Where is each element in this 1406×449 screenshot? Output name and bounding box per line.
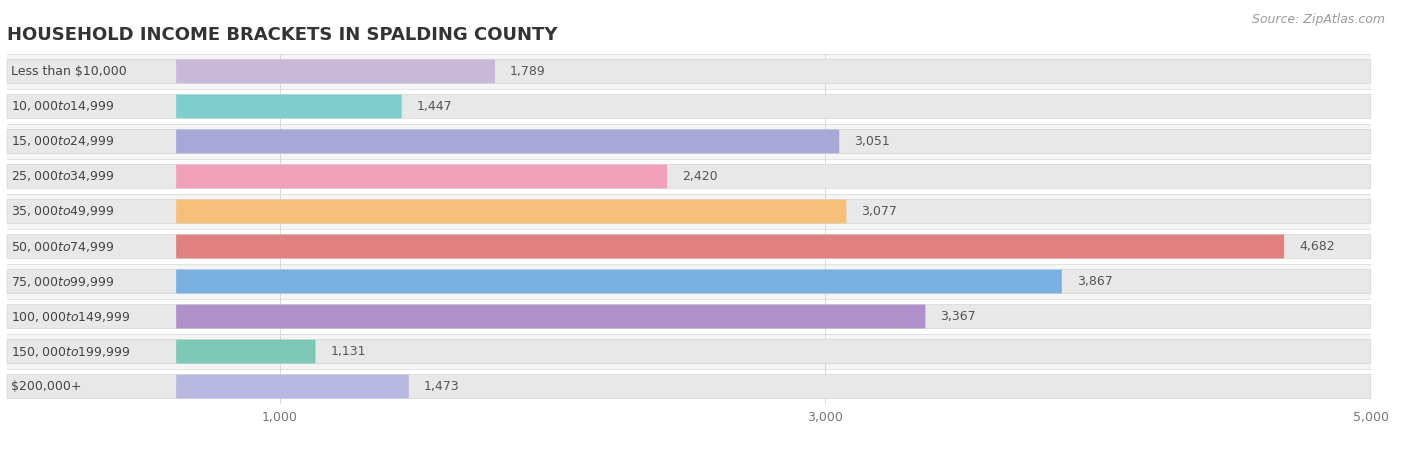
Text: Source: ZipAtlas.com: Source: ZipAtlas.com [1251,13,1385,26]
Text: $200,000+: $200,000+ [11,380,82,393]
FancyBboxPatch shape [176,59,495,84]
Bar [7,89,1371,124]
FancyBboxPatch shape [176,94,402,119]
Text: $25,000 to $34,999: $25,000 to $34,999 [11,169,115,184]
Text: 2,420: 2,420 [682,170,717,183]
FancyBboxPatch shape [7,339,1371,364]
Text: $35,000 to $49,999: $35,000 to $49,999 [11,204,115,219]
Text: $75,000 to $99,999: $75,000 to $99,999 [11,274,115,289]
FancyBboxPatch shape [176,234,1284,259]
Text: HOUSEHOLD INCOME BRACKETS IN SPALDING COUNTY: HOUSEHOLD INCOME BRACKETS IN SPALDING CO… [7,26,558,44]
FancyBboxPatch shape [176,164,666,189]
FancyBboxPatch shape [7,59,1371,84]
FancyBboxPatch shape [176,374,409,399]
Text: 1,447: 1,447 [416,100,453,113]
FancyBboxPatch shape [7,129,1371,154]
Text: 1,131: 1,131 [330,345,366,358]
FancyBboxPatch shape [176,304,925,329]
Bar [7,264,1371,299]
Text: Less than $10,000: Less than $10,000 [11,65,127,78]
Text: 1,473: 1,473 [423,380,460,393]
FancyBboxPatch shape [176,129,839,154]
Bar [7,299,1371,334]
Text: $50,000 to $74,999: $50,000 to $74,999 [11,239,115,254]
Text: 4,682: 4,682 [1299,240,1334,253]
Bar [7,124,1371,159]
FancyBboxPatch shape [7,374,1371,399]
Text: 1,789: 1,789 [510,65,546,78]
FancyBboxPatch shape [176,199,846,224]
FancyBboxPatch shape [176,269,1062,294]
Bar [7,334,1371,369]
Text: $100,000 to $149,999: $100,000 to $149,999 [11,309,131,324]
FancyBboxPatch shape [7,164,1371,189]
FancyBboxPatch shape [7,94,1371,119]
FancyBboxPatch shape [7,199,1371,224]
Bar [7,194,1371,229]
Text: 3,077: 3,077 [862,205,897,218]
Bar [7,369,1371,404]
Text: 3,867: 3,867 [1077,275,1112,288]
FancyBboxPatch shape [7,304,1371,329]
FancyBboxPatch shape [176,339,315,364]
FancyBboxPatch shape [7,234,1371,259]
Bar [7,54,1371,89]
FancyBboxPatch shape [7,269,1371,294]
Bar [7,229,1371,264]
Text: $10,000 to $14,999: $10,000 to $14,999 [11,99,115,114]
Text: $15,000 to $24,999: $15,000 to $24,999 [11,134,115,149]
Text: $150,000 to $199,999: $150,000 to $199,999 [11,344,131,359]
Bar [7,159,1371,194]
Text: 3,051: 3,051 [855,135,890,148]
Text: 3,367: 3,367 [941,310,976,323]
